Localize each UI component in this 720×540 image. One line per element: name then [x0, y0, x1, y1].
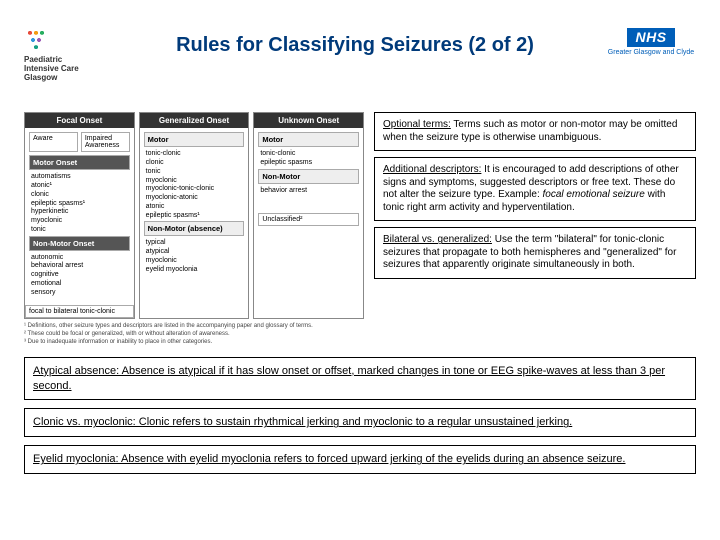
chart-item: epileptic spasms — [260, 159, 357, 168]
footnote-line: ² These could be focal or generalized, w… — [24, 331, 364, 339]
chart-column-head: Generalized Onset — [140, 113, 249, 128]
chart-pair-cell: Impaired Awareness — [81, 132, 130, 152]
chart-column-body: Motor tonic-clonicepileptic spasmsNon-Mot… — [254, 128, 363, 229]
chart-subhead: Non-Motor — [258, 169, 359, 184]
chart-item: automatisms — [31, 173, 128, 182]
chart-item: myoclonic-tonic-clonic — [146, 185, 243, 194]
chart-footbar: focal to bilateral tonic-clonic — [25, 305, 134, 318]
slide: Paediatric Intensive Care Glasgow Rules … — [0, 0, 720, 540]
header: Paediatric Intensive Care Glasgow Rules … — [24, 28, 696, 82]
chart-item: atonic — [146, 203, 243, 212]
chart-item: epileptic spasms¹ — [146, 212, 243, 221]
chart-column-body: Motortonic-clonicclonictonicmyoclonicmyo… — [140, 128, 249, 279]
chart-item: autonomic — [31, 254, 128, 263]
chart-item: cognitive — [31, 271, 128, 280]
chart-item: clonic — [146, 159, 243, 168]
chart-column-body: AwareImpaired Awareness Motor Onset automa… — [25, 128, 134, 302]
chart-item-list: behavior arrest — [258, 186, 359, 197]
chart-item: tonic-clonic — [260, 150, 357, 159]
chart-item-list: typicalatypicalmyocloniceyelid myoclonia — [144, 238, 245, 275]
chart-item: tonic — [146, 168, 243, 177]
chart-item: myoclonic — [146, 257, 243, 266]
chart-item: epileptic spasms¹ — [31, 200, 128, 209]
chart-column-head: Unknown Onset — [254, 113, 363, 128]
upper-row: Focal Onset AwareImpaired Awareness Motor … — [24, 112, 696, 346]
lower-info-box: Atypical absence: Absence is atypical if… — [24, 357, 696, 401]
logo-right: NHS Greater Glasgow and Clyde — [606, 28, 696, 57]
page-title: Rules for Classifying Seizures (2 of 2) — [104, 28, 606, 57]
chart-item: tonic — [31, 226, 128, 235]
chart-subhead: Motor — [144, 132, 245, 147]
nhs-sub: Greater Glasgow and Clyde — [606, 49, 696, 57]
chart-item: tonic-clonic — [146, 150, 243, 159]
logo-left-line3: Glasgow — [24, 74, 104, 83]
chart-item-list: tonic-clonicclonictonicmyoclonicmyocloni… — [144, 149, 245, 221]
chart-subhead: Motor Onset — [29, 155, 130, 170]
seizure-chart: Focal Onset AwareImpaired Awareness Motor … — [24, 112, 364, 319]
chart-item: behavior arrest — [260, 187, 357, 196]
chart-item: myoclonic-atonic — [146, 194, 243, 203]
chart-subhead: Non-Motor Onset — [29, 236, 130, 251]
info-box-italic: focal emotional seizure — [543, 189, 645, 200]
chart-item-list: tonic-clonicepileptic spasms — [258, 149, 359, 169]
info-box-lead: Bilateral vs. generalized: — [383, 234, 492, 245]
chart-item: myoclonic — [146, 177, 243, 186]
chart-item: typical — [146, 239, 243, 248]
footnote-line: ³ Due to inadequate information or inabi… — [24, 339, 364, 347]
chart-column: Focal Onset AwareImpaired Awareness Motor … — [24, 112, 364, 346]
dots-icon — [24, 28, 54, 52]
chart-onset-column: Generalized Onset Motor tonic-clonicclonic… — [139, 112, 250, 319]
chart-item-list: automatismsatonic¹clonicepileptic spasms… — [29, 172, 130, 235]
chart-item: behavioral arrest — [31, 262, 128, 271]
chart-item: hyperkinetic — [31, 208, 128, 217]
chart-subhead: Non-Motor (absence) — [144, 221, 245, 236]
info-box: Optional terms: Terms such as motor or n… — [374, 112, 696, 151]
chart-item: atonic¹ — [31, 182, 128, 191]
chart-onset-column: Focal Onset AwareImpaired Awareness Motor … — [24, 112, 135, 319]
right-text-column: Optional terms: Terms such as motor or n… — [374, 112, 696, 346]
chart-item: emotional — [31, 280, 128, 289]
lower-info-box: Eyelid myoclonia: Absence with eyelid my… — [24, 445, 696, 474]
info-box: Additional descriptors: It is encouraged… — [374, 157, 696, 221]
chart-item: sensory — [31, 289, 128, 298]
chart-item: atypical — [146, 248, 243, 257]
info-box-lead: Optional terms: — [383, 119, 451, 130]
nhs-badge: NHS — [627, 28, 674, 47]
info-box: Bilateral vs. generalized: Use the term … — [374, 227, 696, 279]
chart-onset-column: Unknown Onset Motor tonic-clonicepileptic … — [253, 112, 364, 319]
chart-item: myoclonic — [31, 217, 128, 226]
info-box-lead: Additional descriptors: — [383, 164, 481, 175]
chart-column-head: Focal Onset — [25, 113, 134, 128]
footnote-line: ¹ Definitions, other seizure types and d… — [24, 323, 364, 331]
chart-item: eyelid myoclonia — [146, 266, 243, 275]
chart-item-list: autonomicbehavioral arrestcognitiveemoti… — [29, 253, 130, 299]
lower-text-column: Atypical absence: Absence is atypical if… — [24, 357, 696, 474]
chart-subhead: Motor — [258, 132, 359, 147]
chart-footnotes: ¹ Definitions, other seizure types and d… — [24, 323, 364, 346]
lower-info-box: Clonic vs. myoclonic: Clonic refers to s… — [24, 408, 696, 437]
chart-item: clonic — [31, 191, 128, 200]
chart-pair-cell: Aware — [29, 132, 78, 152]
logo-left: Paediatric Intensive Care Glasgow — [24, 28, 104, 82]
chart-box: Unclassified² — [258, 213, 359, 226]
